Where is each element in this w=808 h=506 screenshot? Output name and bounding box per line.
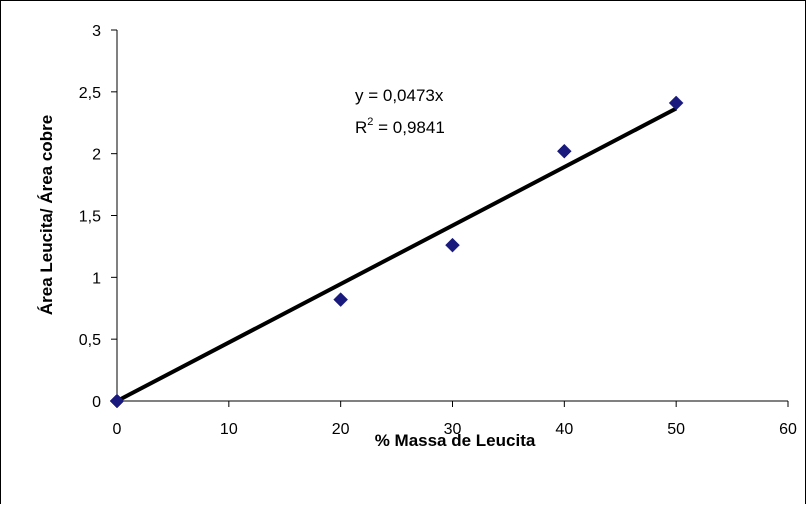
- r-squared-superscript: 2: [367, 116, 373, 128]
- trendline-group: [116, 106, 678, 403]
- trendline: [116, 106, 678, 403]
- y-axis-title: Área Leucita/ Área cobre: [37, 115, 56, 315]
- data-point: [556, 143, 572, 159]
- x-tick-label: 30: [444, 421, 462, 438]
- x-axis-title: % Massa de Leucita: [375, 431, 536, 450]
- y-tick-label: 0: [92, 394, 101, 411]
- x-tick-label: 0: [113, 421, 122, 438]
- data-point: [333, 292, 349, 307]
- x-tick-label: 20: [332, 421, 350, 438]
- y-tick-label: 0,5: [79, 332, 101, 349]
- data-point: [109, 393, 125, 409]
- y-tick-label: 1: [92, 270, 101, 287]
- x-tick-label: 50: [667, 421, 685, 438]
- r-squared-value: = 0,9841: [373, 118, 444, 137]
- ticks: 0 10 20 30 40 50 60 0 0,5 1 1,5 2 2,5 3: [79, 23, 797, 438]
- axes: [116, 30, 788, 402]
- data-points: [109, 95, 684, 409]
- data-point: [445, 237, 460, 253]
- r-squared-label: R2 = 0,9841: [355, 116, 445, 137]
- equation-label: y = 0,0473x: [355, 86, 444, 105]
- y-tick-label: 2: [92, 147, 101, 164]
- x-tick-label: 40: [555, 421, 573, 438]
- r-squared-prefix: R: [355, 118, 367, 137]
- data-point: [668, 95, 684, 111]
- y-tick-label: 2,5: [79, 85, 101, 102]
- x-tick-label: 60: [779, 421, 797, 438]
- y-tick-label: 3: [92, 23, 101, 40]
- x-tick-label: 10: [220, 421, 238, 438]
- y-tick-label: 1,5: [79, 209, 101, 226]
